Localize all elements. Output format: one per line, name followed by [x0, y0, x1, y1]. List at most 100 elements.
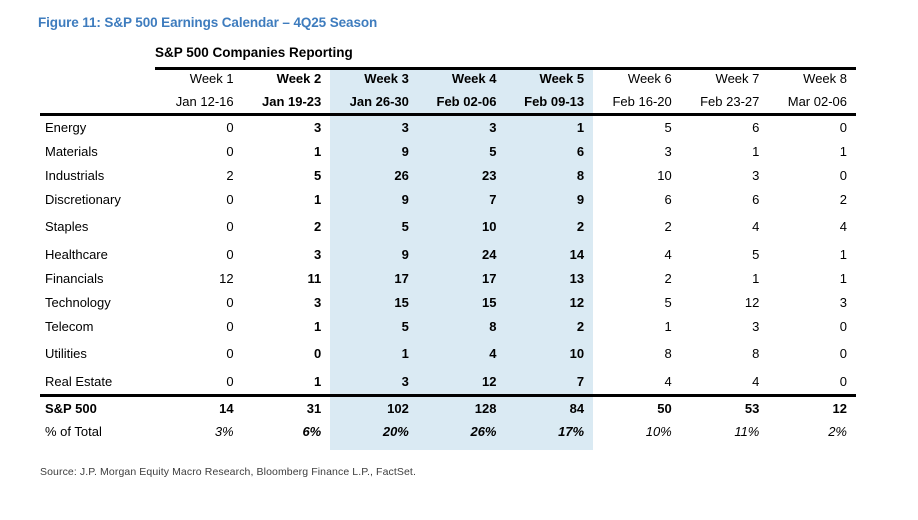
value-cell: 3	[314, 120, 322, 135]
figure-title: Figure 11: S&P 500 Earnings Calendar – 4…	[38, 15, 378, 30]
row-label: Telecom	[45, 319, 94, 334]
row-label: S&P 500	[40, 394, 155, 421]
value-cell: 7	[505, 370, 594, 396]
corner-cell	[40, 67, 155, 90]
value-cell: 8	[505, 164, 594, 188]
row-label: Real Estate	[45, 374, 113, 389]
value-cell: 8	[417, 315, 506, 339]
value-cell: 0	[226, 120, 234, 135]
value-cell: 9	[505, 188, 594, 212]
value-cell: 5	[664, 295, 672, 310]
value-cell: 15	[330, 291, 418, 315]
row-label: Healthcare	[45, 247, 108, 262]
value-cell: 5	[330, 315, 418, 339]
value-cell: 4	[664, 247, 672, 262]
value-cell: 4	[664, 374, 672, 389]
earnings-calendar-table-wrap: Week 1 Week 2 Week 3 Week 4 Week 5 Week …	[40, 67, 856, 450]
value-cell: 1	[752, 144, 760, 159]
total-cell: 84	[505, 394, 594, 421]
value-cell: 1	[314, 319, 322, 334]
value-cell: 0	[226, 247, 234, 262]
value-cell: 14	[505, 243, 594, 267]
value-cell: 10	[417, 212, 506, 243]
value-cell: 6	[664, 192, 672, 207]
col-header-week3: Week 3	[330, 67, 418, 90]
value-cell: 0	[226, 219, 234, 234]
value-cell: 3	[839, 295, 847, 310]
value-cell: 3	[752, 319, 760, 334]
col-dates-week1: Jan 12-16	[155, 90, 243, 116]
value-cell: 2	[505, 315, 594, 339]
pct-cell: 20%	[330, 421, 418, 450]
value-cell: 12	[505, 291, 594, 315]
value-cell: 0	[839, 374, 847, 389]
value-cell: 13	[505, 267, 594, 291]
pct-cell: 10%	[645, 424, 672, 439]
value-cell: 9	[330, 243, 418, 267]
pct-cell: 3%	[214, 424, 234, 439]
value-cell: 17	[417, 267, 506, 291]
value-cell: 3	[752, 168, 760, 183]
row-label: Energy	[45, 120, 87, 135]
value-cell: 10	[505, 339, 594, 370]
total-cell: 53	[680, 394, 769, 421]
value-cell: 5	[330, 212, 418, 243]
table-row-pct-of-total: % of Total 3% 6% 20% 26% 17% 10% 11% 2%	[40, 421, 856, 450]
col-dates-week7: Feb 23-27	[680, 90, 769, 116]
table-row-real-estate: Real Estate 0 1 3 12 7 4 4 0	[40, 370, 856, 396]
value-cell: 0	[839, 319, 847, 334]
value-cell: 1	[330, 339, 418, 370]
table-row-staples: Staples 0 2 5 10 2 2 4 4	[40, 212, 856, 243]
value-cell: 24	[417, 243, 506, 267]
row-label: Discretionary	[45, 192, 121, 207]
row-label: Financials	[45, 271, 104, 286]
row-label: Utilities	[45, 346, 87, 361]
total-cell: 14	[155, 394, 243, 421]
value-cell: 7	[417, 188, 506, 212]
value-cell: 15	[417, 291, 506, 315]
value-cell: 3	[330, 370, 418, 396]
value-cell: 0	[839, 346, 847, 361]
value-cell: 2	[664, 271, 672, 286]
value-cell: 12	[417, 370, 506, 396]
table-row-technology: Technology 0 3 15 15 12 5 12 3	[40, 291, 856, 315]
value-cell: 1	[505, 114, 594, 140]
col-dates-week4: Feb 02-06	[417, 90, 506, 116]
total-cell: 128	[417, 394, 506, 421]
value-cell: 0	[839, 120, 847, 135]
value-cell: 4	[839, 219, 847, 234]
source-note: Source: J.P. Morgan Equity Macro Researc…	[40, 466, 416, 478]
value-cell: 0	[226, 192, 234, 207]
dates-header-row: Jan 12-16 Jan 19-23 Jan 26-30 Feb 02-06 …	[40, 90, 856, 116]
total-cell: 31	[242, 394, 331, 421]
week-header-row: Week 1 Week 2 Week 3 Week 4 Week 5 Week …	[40, 67, 856, 90]
row-label: Materials	[45, 144, 98, 159]
value-cell: 6	[752, 120, 760, 135]
col-header-week6: Week 6	[627, 71, 672, 86]
col-header-week1: Week 1	[189, 71, 234, 86]
table-subtitle: S&P 500 Companies Reporting	[155, 45, 353, 60]
value-cell: 8	[752, 346, 760, 361]
value-cell: 4	[752, 219, 760, 234]
value-cell: 3	[314, 247, 322, 262]
table-row-materials: Materials 0 1 9 5 6 3 1 1	[40, 140, 856, 164]
value-cell: 1	[314, 192, 322, 207]
value-cell: 2	[226, 168, 234, 183]
col-dates-week6: Feb 16-20	[593, 90, 681, 116]
value-cell: 1	[314, 144, 322, 159]
value-cell: 0	[226, 295, 234, 310]
col-dates-week8: Mar 02-06	[768, 90, 856, 116]
total-cell: 50	[593, 394, 681, 421]
value-cell: 3	[314, 295, 322, 310]
table-row-healthcare: Healthcare 0 3 9 24 14 4 5 1	[40, 243, 856, 267]
col-header-week8: Week 8	[803, 71, 847, 86]
value-cell: 0	[314, 346, 322, 361]
table-row-financials: Financials 12 11 17 17 13 2 1 1	[40, 267, 856, 291]
row-label: Industrials	[45, 168, 105, 183]
value-cell: 5	[752, 247, 760, 262]
col-header-week5: Week 5	[505, 67, 594, 90]
pct-cell: 26%	[417, 421, 506, 450]
col-dates-week2: Jan 19-23	[242, 90, 331, 116]
value-cell: 3	[330, 114, 418, 140]
value-cell: 0	[226, 319, 234, 334]
